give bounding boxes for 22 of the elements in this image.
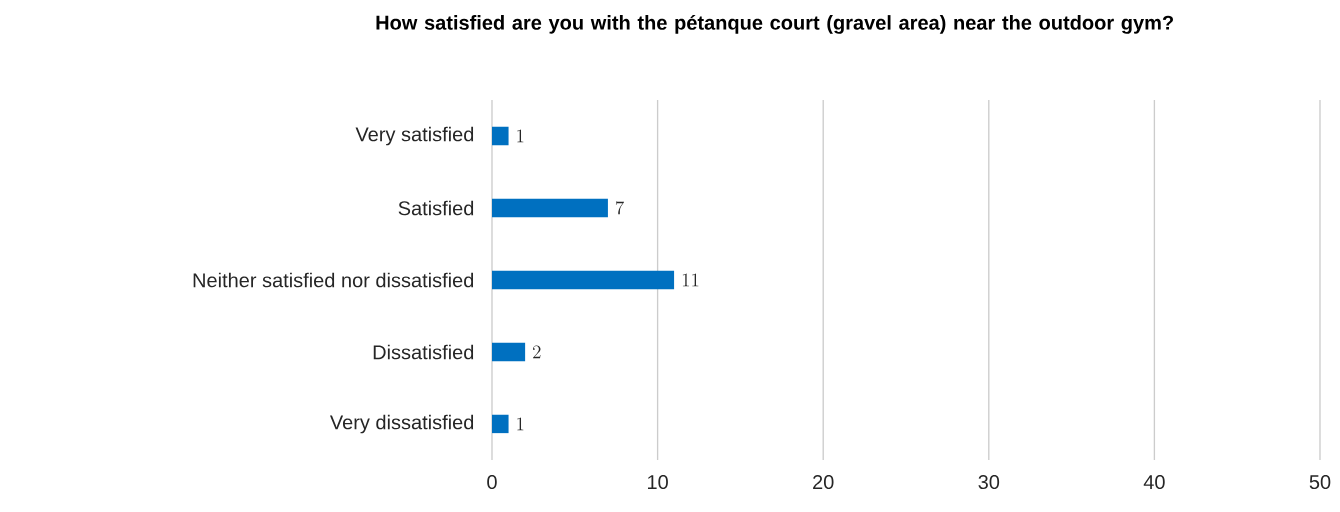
y-tick-label: Very satisfied bbox=[355, 126, 474, 146]
bar bbox=[492, 270, 675, 290]
x-tick-label: 30 bbox=[978, 474, 1000, 490]
y-tick-label: Very dissatisfied bbox=[329, 414, 474, 434]
data-label: 1 bbox=[517, 129, 524, 143]
data-label: 7 bbox=[615, 201, 624, 215]
bar bbox=[492, 126, 509, 146]
bar bbox=[492, 198, 608, 218]
data-label: 1 bbox=[517, 417, 524, 431]
y-tick-label: Satisfied bbox=[398, 200, 474, 216]
y-tick-label: Neither satisfied nor dissatisfied bbox=[193, 272, 474, 288]
bar bbox=[492, 414, 509, 434]
x-tick-label: 10 bbox=[648, 474, 668, 490]
bar bbox=[492, 342, 526, 362]
data-label: 2 bbox=[532, 345, 541, 359]
x-tick-label: 50 bbox=[1309, 474, 1331, 490]
x-tick-label: 0 bbox=[487, 474, 497, 490]
data-label: 11 bbox=[682, 273, 699, 287]
x-tick-label: 40 bbox=[1143, 474, 1165, 490]
y-tick-label: Dissatisfied bbox=[373, 344, 474, 360]
x-tick-label: 20 bbox=[813, 474, 834, 490]
chart-title: How satisfied are you with the pétanque court (gravel area) near the outdoor gym? bbox=[376, 14, 1173, 34]
